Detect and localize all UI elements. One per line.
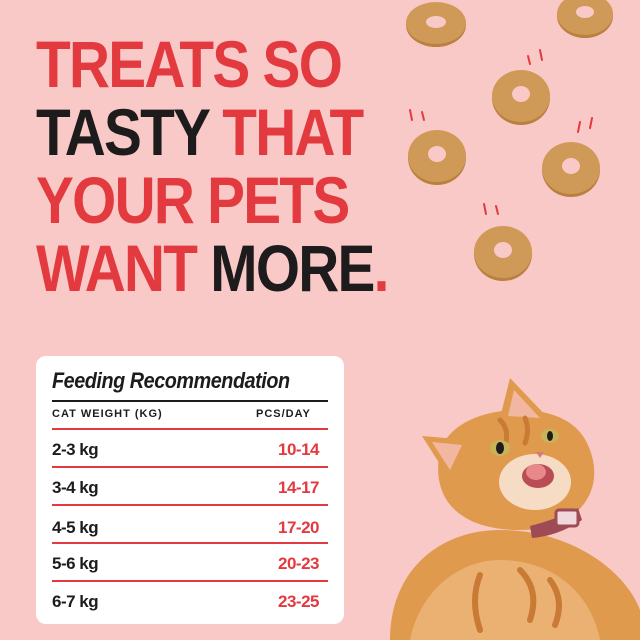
row-divider — [52, 428, 328, 430]
table-row: 3-4 kg 14-17 — [52, 470, 328, 506]
donut-treat-icon — [492, 70, 550, 125]
row-weight: 6-7 kg — [52, 592, 99, 611]
donut-treat-icon — [406, 2, 466, 47]
donut-treat-icon — [542, 142, 600, 197]
table-row: 2-3 kg 10-14 — [52, 432, 328, 468]
title-divider — [52, 400, 328, 402]
row-weight: 3-4 kg — [52, 478, 99, 497]
table-row: 4-5 kg 17-20 — [52, 510, 328, 546]
headline-period: . — [373, 231, 390, 305]
headline-word-that: THAT — [208, 95, 364, 169]
row-weight: 5-6 kg — [52, 554, 99, 573]
row-weight: 4-5 kg — [52, 518, 99, 537]
feeding-recommendation-card: Feeding Recommendation CAT WEIGHT (KG) P… — [36, 356, 344, 624]
table-row: 5-6 kg 20-23 — [52, 546, 328, 582]
cat-icon — [390, 378, 640, 640]
headline-word-tasty: TASTY — [36, 95, 210, 169]
headline: TREATS SO TASTY THAT YOUR PETS WANT MORE… — [36, 27, 389, 305]
donut-treat-icon — [408, 130, 466, 185]
row-pcs: 10-14 — [278, 440, 319, 459]
row-divider — [52, 580, 328, 582]
card-title: Feeding Recommendation — [52, 368, 290, 393]
row-weight: 2-3 kg — [52, 440, 99, 459]
table-row: 6-7 kg 23-25 — [52, 584, 328, 620]
headline-line-4: WANT MORE. — [36, 231, 389, 305]
row-divider — [52, 542, 328, 544]
donut-treat-icon — [474, 226, 532, 281]
row-pcs: 23-25 — [278, 592, 319, 611]
headline-word-want: WANT — [36, 231, 198, 305]
row-divider — [52, 466, 328, 468]
row-pcs: 20-23 — [278, 554, 319, 573]
row-pcs: 14-17 — [278, 478, 319, 497]
column-header-weight: CAT WEIGHT (KG) — [52, 408, 163, 420]
headline-line-1: TREATS SO — [36, 27, 343, 101]
headline-line-3: YOUR PETS — [36, 163, 350, 237]
headline-word-more: MORE — [196, 231, 375, 305]
row-pcs: 17-20 — [278, 518, 319, 537]
row-divider — [52, 504, 328, 506]
column-header-pcs: PCS/DAY — [256, 408, 311, 420]
headline-line-2: TASTY THAT — [36, 95, 364, 169]
donut-treat-icon — [557, 0, 613, 38]
